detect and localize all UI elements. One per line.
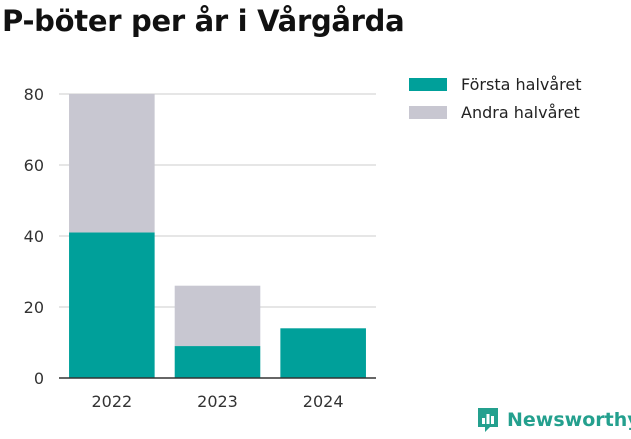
- chart-title: P-böter per år i Vårgårda: [2, 4, 405, 38]
- bar-first-half: [280, 328, 366, 378]
- bar-second-half: [69, 94, 155, 233]
- bar-first-half: [174, 346, 261, 378]
- brand: Newsworthy: [476, 406, 631, 434]
- y-tick-label: 20: [24, 298, 44, 317]
- legend-label-second-half: Andra halvåret: [461, 102, 580, 122]
- y-tick-label: 60: [24, 156, 44, 175]
- legend-swatch-second-half: [409, 105, 447, 119]
- bar-first-half: [69, 232, 155, 378]
- brand-name: Newsworthy: [507, 409, 631, 431]
- x-tick-label: 2022: [91, 392, 132, 411]
- bars: [69, 94, 366, 378]
- y-tick-label: 80: [24, 85, 44, 104]
- axes: 0 20 40 60 80 2022 2023 2024: [24, 85, 376, 411]
- legend-item-first-half: Första halvåret: [409, 70, 582, 98]
- legend-swatch-first-half: [409, 77, 447, 91]
- y-tick-label: 0: [34, 369, 44, 388]
- newsworthy-logo-icon: [478, 408, 498, 432]
- bar-second-half: [174, 285, 261, 347]
- x-tick-label: 2023: [197, 392, 238, 411]
- y-tick-label: 40: [24, 227, 44, 246]
- legend: Första halvåret Andra halvåret: [409, 70, 582, 126]
- legend-label-first-half: Första halvåret: [461, 74, 582, 94]
- x-tick-label: 2024: [303, 392, 344, 411]
- legend-item-second-half: Andra halvåret: [409, 98, 582, 126]
